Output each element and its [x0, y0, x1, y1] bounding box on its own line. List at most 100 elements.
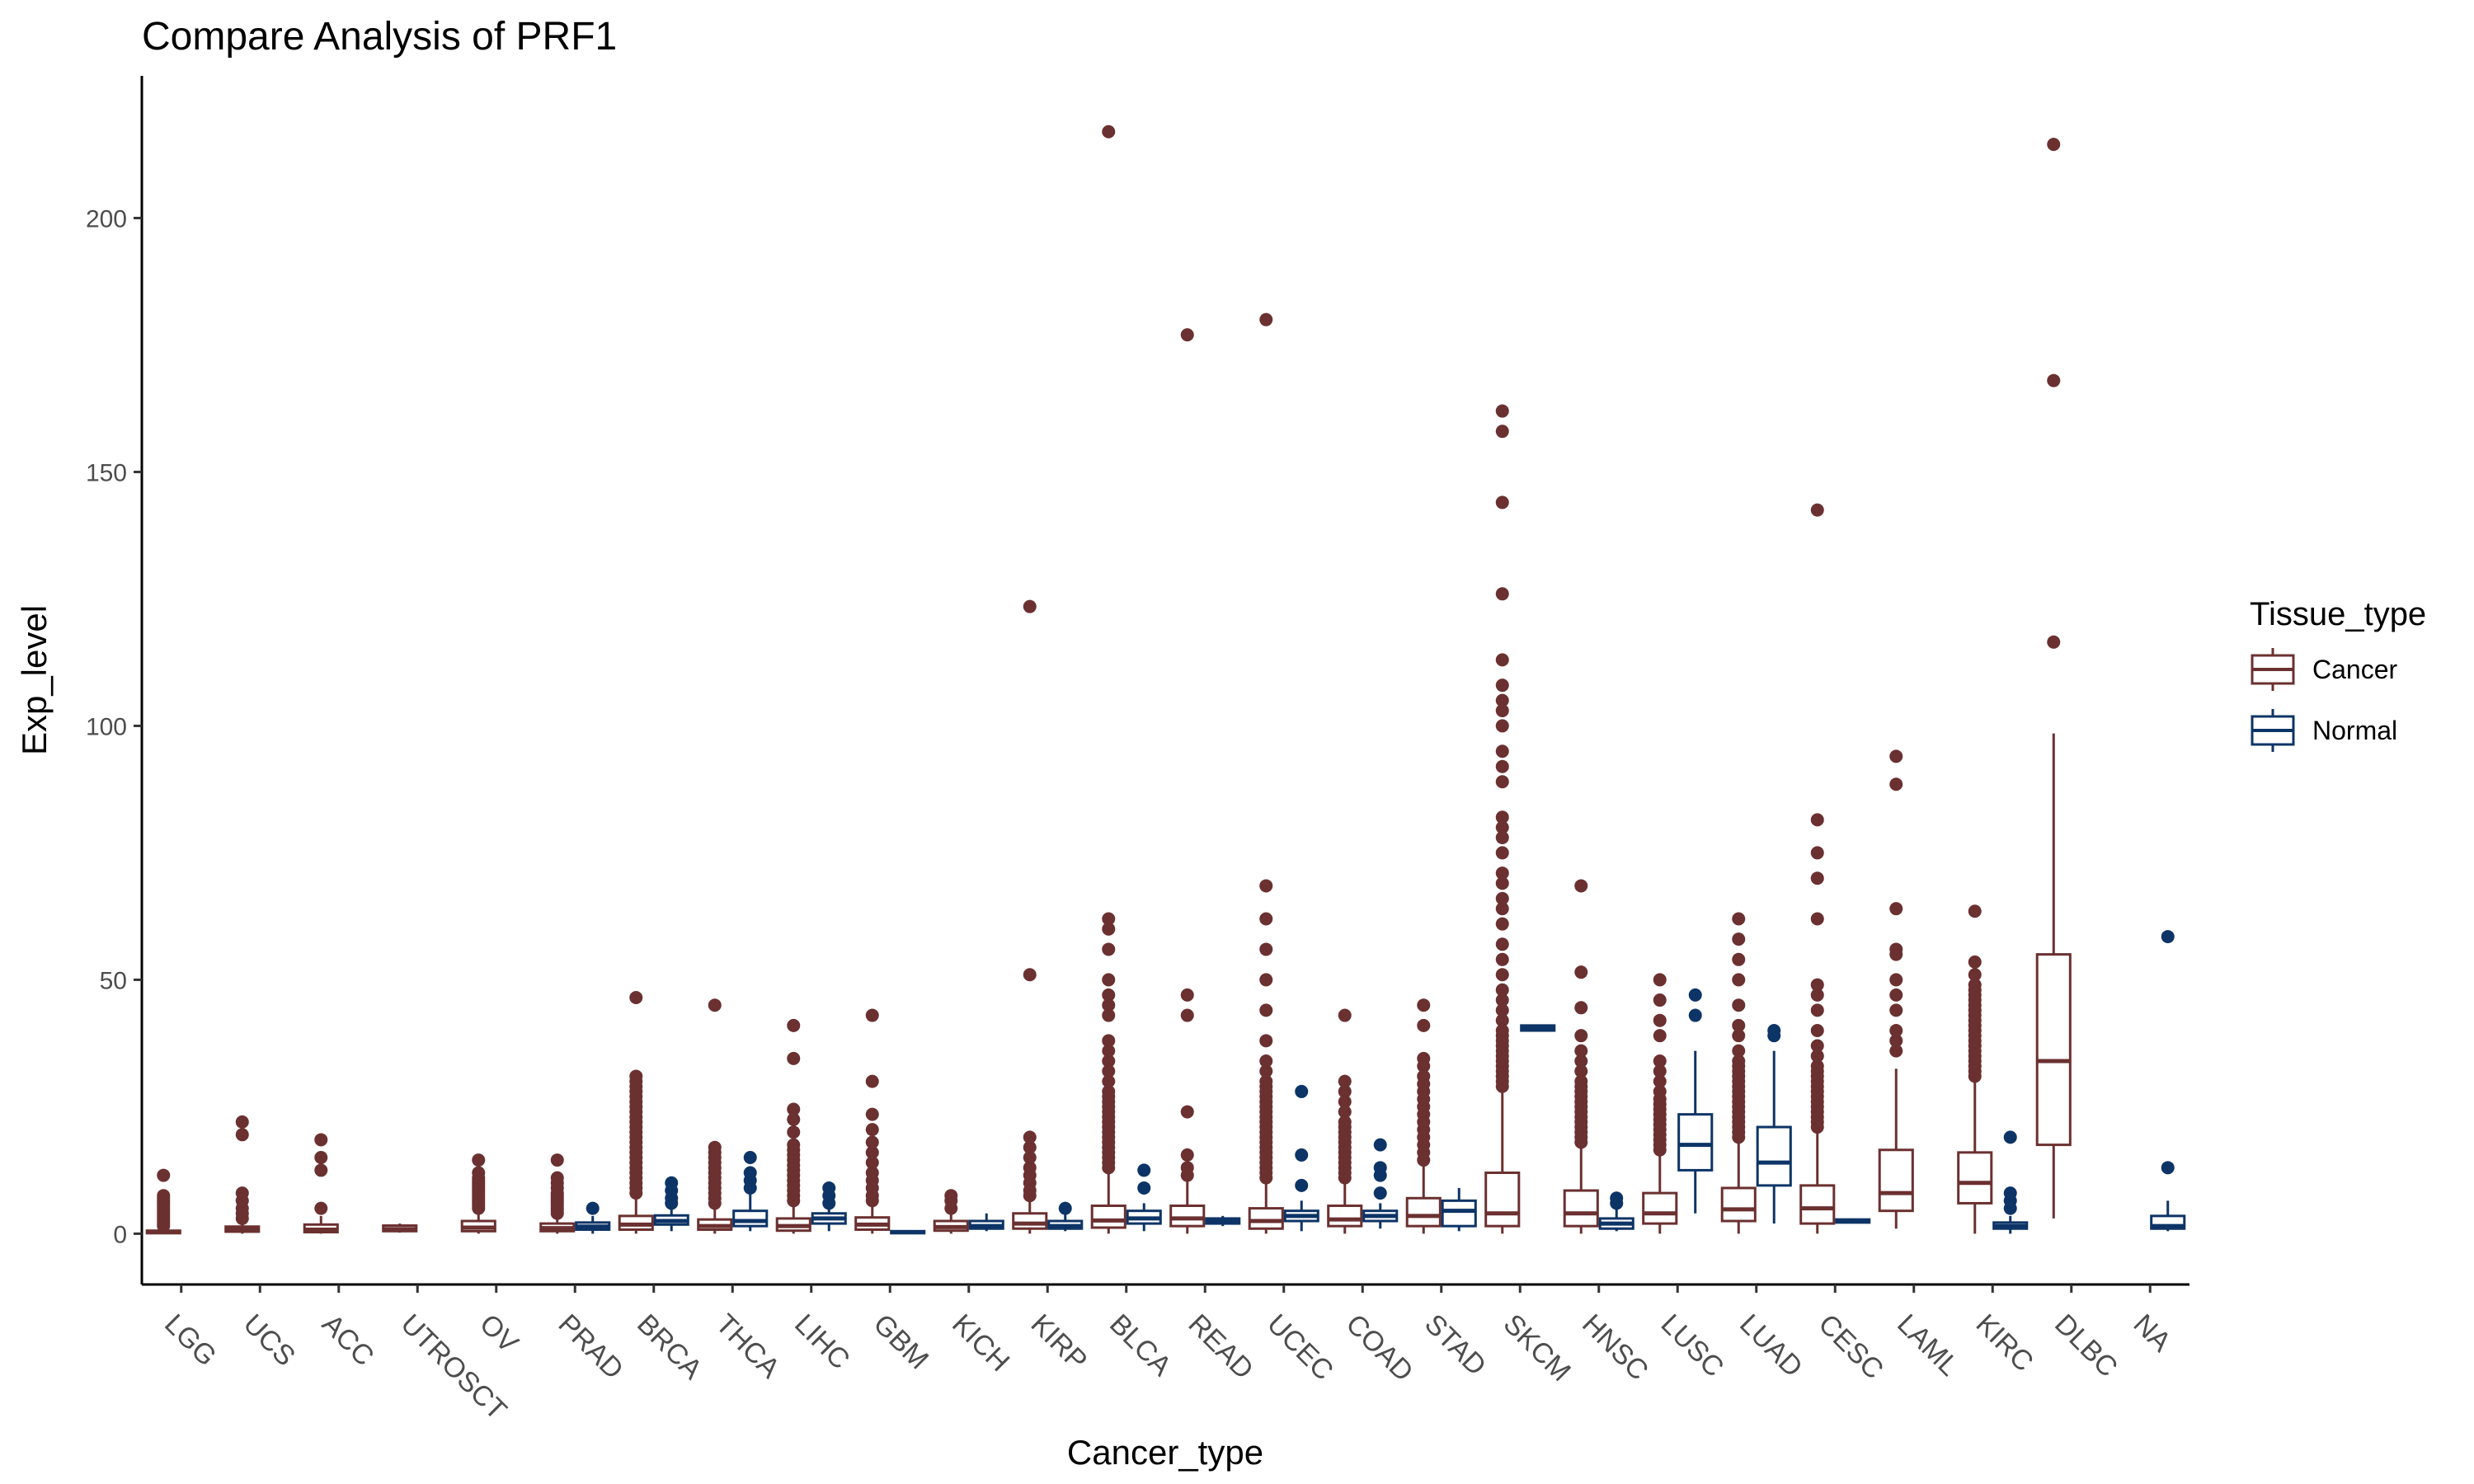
- outlier-point: [865, 1123, 879, 1137]
- box-cancer-luad: [1720, 912, 1757, 1234]
- outlier-point: [1259, 1074, 1273, 1088]
- box-cancer-laml: [1878, 749, 1914, 1229]
- outlier-point: [708, 1140, 722, 1154]
- outlier-point: [1653, 1054, 1667, 1068]
- box-iqr: [1957, 1151, 1993, 1205]
- outlier-point: [1574, 1074, 1588, 1088]
- outlier-point: [1102, 912, 1116, 926]
- outlier-point: [1259, 1064, 1273, 1078]
- outlier-point: [1810, 1039, 1824, 1053]
- outlier-point: [1968, 978, 1982, 992]
- box-normal-kirc: [1992, 1130, 2029, 1234]
- box-normal-thca: [732, 1151, 769, 1232]
- y-axis-ticks: 0 50 100 150 200: [86, 205, 142, 1248]
- outlier-point: [1889, 1003, 1903, 1017]
- outlier-point: [1574, 1029, 1588, 1043]
- outlier-point: [1137, 1181, 1151, 1195]
- outlier-point: [1102, 1034, 1116, 1048]
- x-tick-label: LIHC: [788, 1308, 856, 1376]
- outlier-point: [1653, 973, 1667, 987]
- box-iqr: [732, 1209, 769, 1228]
- outlier-point: [1058, 1201, 1072, 1215]
- outlier-point: [1495, 993, 1509, 1007]
- box-normal-ucec: [1283, 1084, 1319, 1232]
- box-iqr: [1248, 1207, 1284, 1230]
- outlier-point: [1495, 1003, 1509, 1017]
- box-iqr: [1405, 1196, 1442, 1228]
- outlier-point: [1102, 124, 1116, 139]
- box-iqr: [1720, 1186, 1757, 1223]
- box-normal-read: [1205, 1215, 1241, 1227]
- outlier-point: [865, 1074, 879, 1088]
- x-tick-label: LUAD: [1733, 1308, 1808, 1383]
- outlier-point: [629, 990, 643, 1004]
- x-tick-label: BLCA: [1103, 1308, 1178, 1383]
- outlier-point: [1417, 1051, 1431, 1065]
- outlier-point: [1338, 1008, 1352, 1022]
- series-normal: [575, 930, 2186, 1235]
- outlier-point: [1495, 759, 1509, 773]
- box-normal-coad: [1362, 1138, 1399, 1229]
- x-tick-label: DLBC: [2048, 1308, 2124, 1383]
- outlier-point: [1495, 679, 1509, 693]
- x-tick-label: UCEC: [1261, 1308, 1339, 1387]
- outlier-point: [1180, 1105, 1194, 1119]
- outlier-point: [1102, 973, 1116, 987]
- y-tick-label: 150: [86, 459, 127, 486]
- box-normal-brca: [653, 1176, 689, 1232]
- x-tick-label: PRAD: [553, 1308, 630, 1386]
- outlier-point: [787, 1051, 801, 1065]
- series-cancer: [145, 124, 2072, 1235]
- outlier-point: [1968, 904, 1982, 918]
- outlier-point: [1102, 1044, 1116, 1058]
- box-normal-blca: [1126, 1163, 1162, 1232]
- legend-entry-normal: Normal: [2251, 709, 2397, 752]
- outlier-point: [708, 998, 722, 1012]
- box-normal-lihc: [811, 1181, 847, 1232]
- outlier-point: [1495, 952, 1509, 966]
- outlier-point: [1259, 1034, 1273, 1048]
- outlier-point: [1495, 653, 1509, 667]
- outlier-point: [472, 1166, 486, 1180]
- outlier-point: [787, 1125, 801, 1139]
- outlier-point: [1495, 744, 1509, 758]
- outlier-point: [1495, 775, 1509, 789]
- box-iqr: [1441, 1199, 1477, 1228]
- box-normal-prad: [575, 1201, 611, 1234]
- box-cancer-stad: [1405, 998, 1442, 1234]
- outlier-point: [1023, 1130, 1037, 1144]
- outlier-point: [2047, 138, 2061, 152]
- outlier-point: [1102, 1084, 1116, 1098]
- outlier-point: [2047, 373, 2061, 387]
- outlier-point: [865, 1107, 879, 1121]
- outlier-point: [1417, 1018, 1431, 1032]
- outlier-point: [1810, 1003, 1824, 1017]
- legend-label: Normal: [2312, 716, 2397, 745]
- outlier-point: [1102, 998, 1116, 1012]
- box-normal-lusc: [1677, 988, 1714, 1214]
- outlier-point: [1653, 1064, 1667, 1078]
- outlier-point: [1338, 1105, 1352, 1119]
- x-tick-label: OV: [473, 1308, 524, 1360]
- box-cancer-prad: [539, 1153, 576, 1234]
- outlier-point: [1732, 952, 1746, 966]
- box-cancer-gbm: [854, 1008, 891, 1234]
- box-iqr: [1642, 1191, 1678, 1225]
- x-tick-label: CESC: [1813, 1308, 1890, 1386]
- outlier-point: [1574, 1044, 1588, 1058]
- outlier-point: [1495, 968, 1509, 982]
- outlier-point: [1495, 404, 1509, 418]
- outlier-point: [1023, 1140, 1037, 1154]
- outlier-point: [1889, 988, 1903, 1002]
- box-iqr: [1484, 1171, 1521, 1228]
- outlier-point: [235, 1128, 249, 1142]
- x-tick-label: KIRP: [1025, 1308, 1094, 1377]
- outlier-point: [1767, 1024, 1781, 1038]
- box-iqr: [2035, 953, 2072, 1147]
- box-normal-kirp: [1047, 1201, 1084, 1232]
- outlier-point: [1688, 1008, 1702, 1022]
- box-cancer-ov: [460, 1153, 496, 1234]
- outlier-point: [1653, 1013, 1667, 1027]
